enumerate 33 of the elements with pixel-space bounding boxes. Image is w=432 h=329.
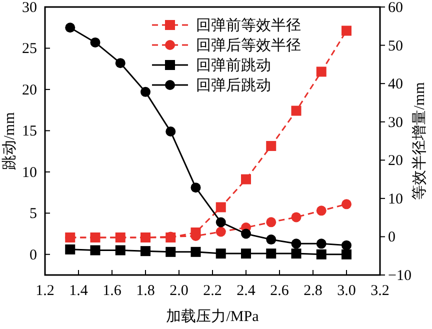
x-tick-label: 2.4 xyxy=(236,283,256,299)
y2-tick-label: 0 xyxy=(388,230,396,246)
y-axis-title: 跳动/mm xyxy=(1,112,18,170)
x-tick-label: 1.2 xyxy=(36,283,54,299)
x-tick-label: 2.2 xyxy=(203,283,222,299)
x-tick-label: 2.6 xyxy=(270,283,290,299)
x-tick-label: 2.0 xyxy=(170,283,188,299)
y2-tick-label: 60 xyxy=(388,0,403,16)
x-tick-label: 3.2 xyxy=(370,283,390,299)
y-tick-label: 25 xyxy=(22,41,37,58)
x-tick-label: 1.6 xyxy=(102,283,122,299)
x-axis-title: 加载压力/MPa xyxy=(166,308,260,325)
x-tick-label: 3.0 xyxy=(337,283,356,299)
legend-label: 回弹后跳动 xyxy=(196,77,271,94)
legend-label: 回弹前等效半径 xyxy=(196,17,301,34)
y-tick-label: 0 xyxy=(30,247,37,264)
y2-tick-label: 20 xyxy=(388,153,403,170)
y2-tick-label: −10 xyxy=(388,268,412,284)
y-tick-label: 30 xyxy=(22,0,37,16)
y2-tick-label: 50 xyxy=(388,38,403,54)
legend-label: 回弹后等效半径 xyxy=(196,37,301,54)
y-tick-label: 20 xyxy=(22,82,37,98)
legend-label: 回弹前跳动 xyxy=(196,57,271,74)
y-tick-label: 15 xyxy=(22,124,37,140)
y2-tick-label: 10 xyxy=(388,191,403,208)
y2-axis-title: 等效半径增量/mm xyxy=(411,82,428,200)
y2-tick-label: 30 xyxy=(388,114,403,131)
y-tick-label: 5 xyxy=(30,206,37,222)
x-tick-label: 2.8 xyxy=(304,283,322,299)
x-tick-label: 1.4 xyxy=(69,283,88,299)
y2-tick-label: 40 xyxy=(388,76,403,93)
y-tick-label: 10 xyxy=(22,164,37,181)
x-tick-label: 1.8 xyxy=(136,283,155,299)
